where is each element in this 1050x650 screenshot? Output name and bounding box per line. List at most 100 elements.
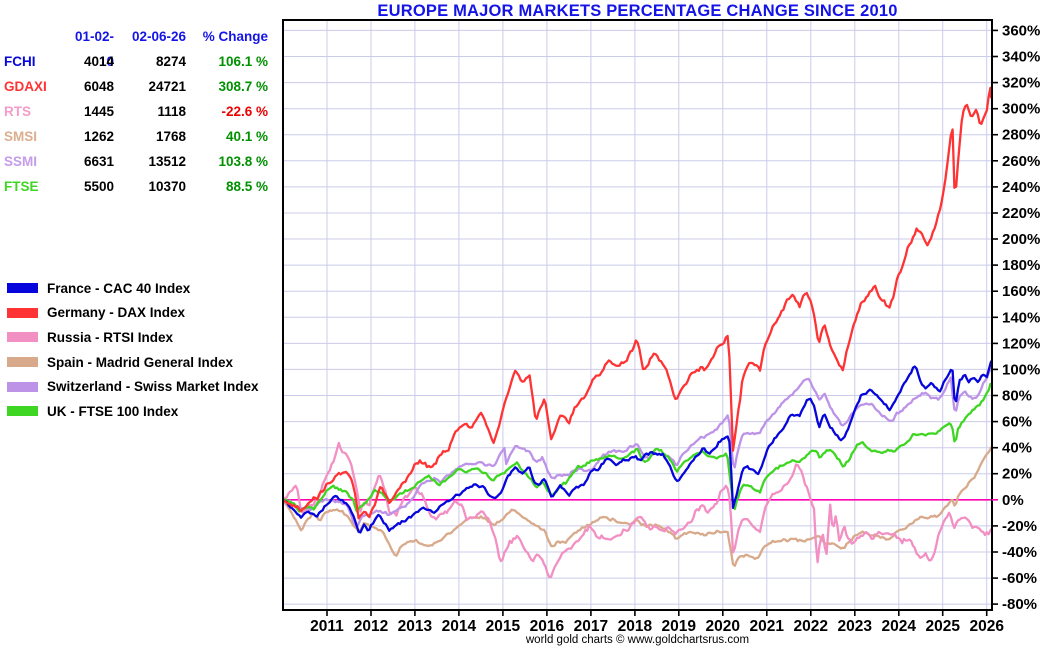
table-end-value: 1118: [157, 104, 186, 119]
legend-label: UK - FTSE 100 Index: [47, 403, 179, 419]
y-tick-label: 120%: [1002, 335, 1040, 352]
y-tick-label: -40%: [1002, 544, 1037, 561]
y-tick-label: -80%: [1002, 596, 1037, 613]
table-row-symbol: GDAXI: [4, 79, 47, 94]
plot-border: [282, 19, 993, 611]
y-tick-label: 240%: [1002, 179, 1040, 196]
x-tick-label: 2023: [838, 618, 873, 635]
legend-item: Spain - Madrid General Index: [7, 350, 259, 375]
table-end-value: 24721: [148, 79, 186, 94]
table-header: 01-02-10: [74, 29, 114, 69]
table-change-value: 88.5 %: [225, 179, 268, 194]
table-row-symbol: FTSE: [4, 179, 39, 194]
legend-swatch-icon: [7, 332, 38, 343]
table-start-value: 4014: [83, 54, 114, 69]
x-tick-label: 2021: [750, 618, 785, 635]
series-line-SMSI: [283, 446, 992, 567]
table-end-value: 10370: [148, 179, 186, 194]
x-tick-label: 2024: [882, 618, 917, 635]
series-line-FTSE: [283, 382, 992, 513]
x-tick-label: 2017: [574, 618, 608, 635]
legend-swatch-icon: [7, 307, 38, 318]
y-tick-label: 200%: [1002, 231, 1040, 248]
table-header: % Change: [202, 29, 268, 44]
legend-item: France - CAC 40 Index: [7, 276, 259, 301]
table-start-value: 6048: [83, 79, 114, 94]
table-start-value: 1262: [83, 129, 114, 144]
y-tick-label: -20%: [1002, 518, 1037, 535]
table-row-symbol: SSMI: [4, 154, 38, 169]
x-tick-label: 2025: [925, 618, 960, 635]
legend-swatch-icon: [7, 283, 38, 294]
x-tick-label: 2020: [706, 618, 740, 635]
x-tick-label: 2014: [442, 618, 477, 635]
series-line-FCHI: [283, 360, 992, 534]
table-change-value: -22.6 %: [221, 104, 268, 119]
y-tick-label: -60%: [1002, 570, 1037, 587]
legend-label: Switzerland - Swiss Market Index: [47, 379, 259, 395]
x-tick-label: 2026: [969, 618, 1004, 635]
legend-item: Switzerland - Swiss Market Index: [7, 374, 259, 399]
grid-lines: [283, 20, 992, 610]
y-tick-label: 40%: [1002, 440, 1032, 457]
x-tick-label: 2022: [794, 618, 828, 635]
y-tick-label: 80%: [1002, 388, 1032, 405]
y-tick-label: 160%: [1002, 283, 1040, 300]
table-end-value: 8274: [155, 54, 186, 69]
legend-swatch-icon: [7, 357, 38, 368]
y-tick-label: 0%: [1002, 492, 1024, 509]
table-row-symbol: FCHI: [4, 54, 36, 69]
y-tick-label: 100%: [1002, 361, 1040, 378]
legend: France - CAC 40 Index Germany - DAX Inde…: [7, 276, 259, 424]
legend-swatch-icon: [7, 406, 38, 417]
table-end-value: 13512: [148, 154, 186, 169]
legend-label: Spain - Madrid General Index: [47, 354, 234, 370]
watermark-text: world gold charts © www.goldchartsrus.co…: [525, 634, 750, 646]
y-tick-label: 220%: [1002, 205, 1040, 222]
series-line-SSMI: [283, 363, 992, 529]
y-tick-label: 140%: [1002, 309, 1040, 326]
legend-swatch-icon: [7, 381, 38, 392]
table-row-symbol: SMSI: [4, 129, 38, 144]
table-end-value: 1768: [155, 129, 186, 144]
table-change-value: 40.1 %: [225, 129, 268, 144]
legend-label: France - CAC 40 Index: [47, 280, 191, 296]
table-change-value: 308.7 %: [218, 79, 268, 94]
x-tick-label: 2011: [310, 618, 344, 635]
y-axis-ticks: -80% -60% -40% -20% 0% 20% 40% 60% 80% 100% 120% 14…: [992, 22, 1040, 613]
y-tick-label: 20%: [1002, 466, 1032, 483]
legend-item: UK - FTSE 100 Index: [7, 399, 259, 424]
y-tick-label: 360%: [1002, 22, 1040, 39]
series-line-GDAXI: [283, 86, 992, 520]
legend-item: Russia - RTSI Index: [7, 325, 259, 350]
y-tick-label: 340%: [1002, 49, 1040, 66]
chart-title: EUROPE MAJOR MARKETS PERCENTAGE CHANGE S…: [377, 2, 898, 20]
y-tick-label: 300%: [1002, 101, 1040, 118]
legend-label: Germany - DAX Index: [47, 305, 186, 321]
table-row-symbol: RTS: [4, 104, 31, 119]
x-tick-label: 2015: [486, 618, 521, 635]
legend-label: Russia - RTSI Index: [47, 329, 174, 345]
table-start-value: 1445: [83, 104, 114, 119]
series-line-RTS: [283, 441, 992, 579]
x-tick-label: 2018: [618, 618, 653, 635]
x-tick-label: 2013: [398, 618, 433, 635]
x-axis-ticks: 2011 2012 2013 2014 2015 2016 2017 2018 2019 2020…: [310, 610, 1004, 635]
y-tick-label: 60%: [1002, 414, 1032, 431]
x-tick-label: 2016: [530, 618, 565, 635]
y-tick-label: 280%: [1002, 127, 1040, 144]
table-header: 02-06-26: [131, 29, 186, 44]
y-tick-label: 180%: [1002, 257, 1040, 274]
x-tick-label: 2019: [662, 618, 697, 635]
x-tick-label: 2012: [354, 618, 388, 635]
legend-item: Germany - DAX Index: [7, 301, 259, 326]
stats-table: 01-02-10 02-06-26 % Change FCHI 4014 8274 106.…: [4, 24, 268, 199]
y-tick-label: 260%: [1002, 153, 1040, 170]
table-start-value: 5500: [83, 179, 114, 194]
table-start-value: 6631: [83, 154, 114, 169]
table-change-value: 103.8 %: [218, 154, 268, 169]
y-tick-label: 320%: [1002, 75, 1040, 92]
table-change-value: 106.1 %: [218, 54, 268, 69]
